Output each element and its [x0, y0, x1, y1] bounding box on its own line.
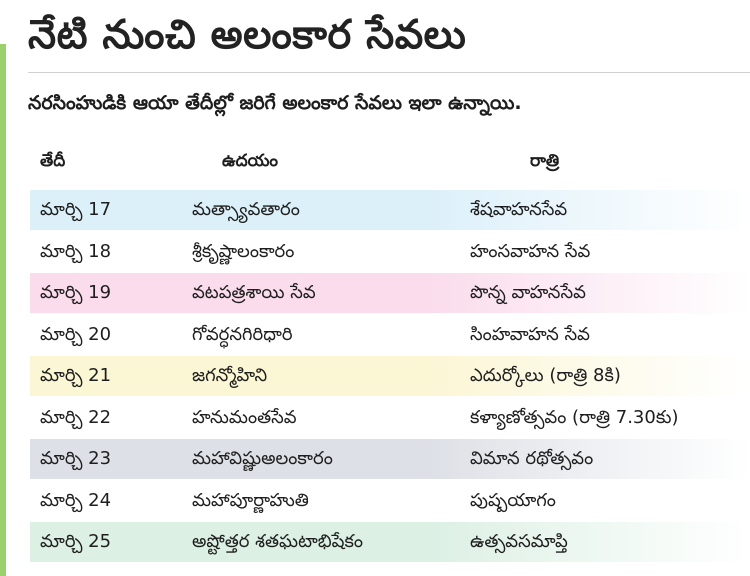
row-morning-seva: మహాపూర్ణాహుతి [192, 489, 309, 511]
row-date: మార్చి 21 [40, 365, 112, 386]
row-morning-seva: హనుమంతసేవ [192, 406, 297, 428]
row-night-seva: ఉత్సవసమాప్తి [470, 531, 568, 552]
row-morning-seva: వటపత్రశాయి సేవ [192, 282, 316, 303]
table-row: మార్చి 24 మహాపూర్ణాహుతి పుష్పయాగం [30, 480, 750, 521]
table-row: మార్చి 22 హనుమంతసేవ కళ్యాణోత్సవం (రాత్రి… [30, 397, 750, 438]
row-morning-seva: శ్రీకృష్ణాలంకారం [192, 240, 295, 262]
row-night-seva: విమాన రథోత్సవం [470, 448, 594, 469]
column-header-morning: ఉదయం [222, 151, 279, 171]
row-night-seva: సింహవాహన సేవ [470, 323, 590, 345]
column-header-night: రాత్రి [530, 151, 560, 171]
row-night-seva: హంసవాహన సేవ [470, 240, 591, 262]
table-row: మార్చి 21 జగన్మోహిని ఎదుర్కోలు (రాత్రి 8… [30, 356, 750, 396]
headline: నేటి నుంచి అలంకార సేవలు [28, 12, 467, 58]
row-morning-seva: మహావిష్ణుఅలంకారం [192, 448, 333, 469]
headline-divider [28, 72, 750, 73]
row-morning-seva: గోవర్ధనగిరిధారి [192, 323, 293, 345]
row-night-seva: శేషవాహనసేవ [470, 199, 568, 220]
row-morning-seva: మత్స్యావతారం [192, 199, 300, 220]
schedule-table-header: తేదీ ఉదయం రాత్రి [30, 146, 750, 176]
table-row: మార్చి 17 మత్స్యావతారం శేషవాహనసేవ [30, 190, 750, 230]
row-date: మార్చి 25 [40, 531, 112, 552]
row-date: మార్చి 24 [40, 489, 112, 511]
row-date: మార్చి 22 [40, 406, 112, 428]
table-row: మార్చి 23 మహావిష్ణుఅలంకారం విమాన రథోత్సవ… [30, 439, 750, 479]
row-date: మార్చి 18 [40, 240, 112, 262]
row-date: మార్చి 20 [40, 323, 112, 345]
accent-bar [0, 44, 6, 576]
row-morning-seva: అష్టోత్తర శతఘటాభిషేకం [192, 531, 363, 552]
row-night-seva: ఎదుర్కోలు (రాత్రి 8కి) [470, 365, 621, 386]
table-row: మార్చి 19 వటపత్రశాయి సేవ పొన్న వాహనసేవ [30, 273, 750, 313]
row-morning-seva: జగన్మోహిని [192, 365, 268, 386]
intro-text: నరసింహుడికి ఆయా తేదీల్లో జరిగే అలంకార సే… [28, 92, 522, 114]
row-date: మార్చి 23 [40, 448, 112, 469]
row-night-seva: పొన్న వాహనసేవ [470, 282, 586, 303]
row-night-seva: కళ్యాణోత్సవం (రాత్రి 7.30కు) [470, 406, 679, 428]
table-row: మార్చి 18 శ్రీకృష్ణాలంకారం హంసవాహన సేవ [30, 231, 750, 272]
row-night-seva: పుష్పయాగం [470, 489, 556, 511]
table-row: మార్చి 25 అష్టోత్తర శతఘటాభిషేకం ఉత్సవసమా… [30, 522, 750, 562]
schedule-table: మార్చి 17 మత్స్యావతారం శేషవాహనసేవ మార్చి… [30, 190, 750, 564]
row-date: మార్చి 17 [40, 199, 112, 220]
column-header-date: తేదీ [40, 151, 66, 171]
table-row: మార్చి 20 గోవర్ధనగిరిధారి సింహవాహన సేవ [30, 314, 750, 355]
row-date: మార్చి 19 [40, 282, 112, 303]
